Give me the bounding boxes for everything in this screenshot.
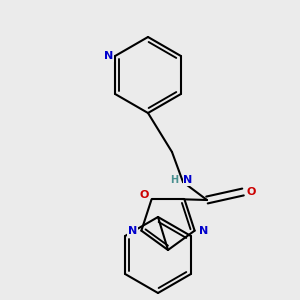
Text: O: O bbox=[246, 187, 256, 197]
Text: N: N bbox=[128, 226, 137, 236]
Text: N: N bbox=[199, 226, 208, 236]
Text: N: N bbox=[104, 51, 114, 61]
Text: O: O bbox=[140, 190, 149, 200]
Text: H: H bbox=[170, 175, 178, 185]
Text: N: N bbox=[183, 175, 193, 185]
